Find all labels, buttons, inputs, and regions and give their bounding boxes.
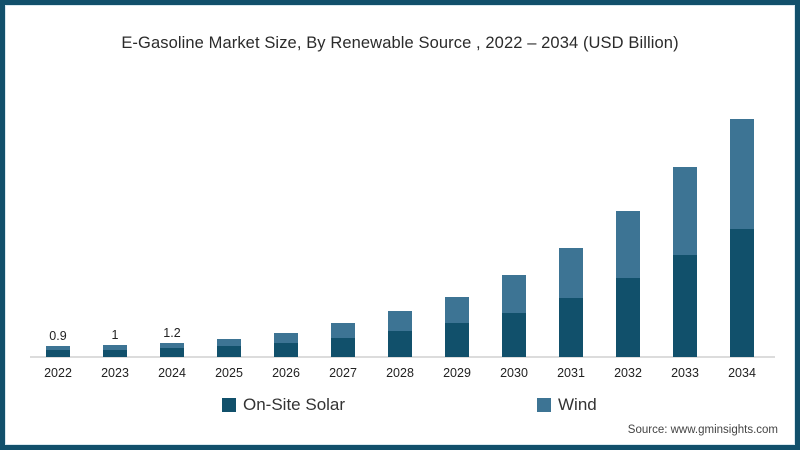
legend-item-wind: Wind [537, 395, 597, 415]
bar-wind-2028 [388, 311, 412, 331]
x-tick-2034: 2034 [728, 366, 756, 380]
legend: On-Site Solar Wind [0, 395, 800, 415]
x-tick-2028: 2028 [386, 366, 414, 380]
bar-on-site-solar-2023 [103, 349, 127, 357]
bar-wind-2025 [217, 339, 241, 347]
bar-on-site-solar-2034 [730, 228, 754, 357]
bar-wind-2027 [331, 323, 355, 338]
bar-wind-2022 [46, 346, 70, 351]
bar-on-site-solar-2025 [217, 346, 241, 357]
bar-wind-2031 [559, 247, 583, 299]
bar-on-site-solar-2022 [46, 350, 70, 357]
legend-item-on-site-solar: On-Site Solar [222, 395, 345, 415]
x-axis-line [30, 356, 775, 358]
on-site-solar-swatch-icon [222, 398, 236, 412]
bar-on-site-solar-2024 [160, 348, 184, 357]
bar-on-site-solar-2028 [388, 330, 412, 357]
x-tick-2025: 2025 [215, 366, 243, 380]
bar-wind-2023 [103, 345, 127, 350]
bar-wind-2033 [673, 167, 697, 255]
bar-wind-2030 [502, 275, 526, 313]
x-tick-2023: 2023 [101, 366, 129, 380]
bar-wind-2026 [274, 333, 298, 343]
bar-on-site-solar-2033 [673, 255, 697, 357]
bar-wind-2032 [616, 210, 640, 278]
x-tick-2029: 2029 [443, 366, 471, 380]
bar-wind-2024 [160, 342, 184, 349]
bar-on-site-solar-2026 [274, 342, 298, 357]
bar-on-site-solar-2029 [445, 322, 469, 357]
x-tick-2033: 2033 [671, 366, 699, 380]
bar-on-site-solar-2032 [616, 277, 640, 357]
x-tick-2027: 2027 [329, 366, 357, 380]
bar-wind-2029 [445, 297, 469, 323]
bar-on-site-solar-2027 [331, 337, 355, 357]
x-tick-2030: 2030 [500, 366, 528, 380]
bar-value-label-2024: 1.2 [163, 325, 181, 340]
x-tick-2031: 2031 [557, 366, 585, 380]
source-note: Source: www.gminsights.com [627, 424, 778, 436]
legend-label-wind: Wind [558, 395, 597, 414]
bar-on-site-solar-2030 [502, 312, 526, 357]
legend-label-on-site-solar: On-Site Solar [243, 395, 346, 414]
bar-value-label-2023: 1 [111, 328, 119, 342]
bar-wind-2034 [730, 119, 754, 229]
x-tick-2024: 2024 [158, 366, 186, 380]
wind-swatch-icon [537, 398, 551, 412]
bar-on-site-solar-2031 [559, 298, 583, 357]
bar-value-label-2022: 0.9 [49, 329, 67, 344]
x-tick-2022: 2022 [44, 366, 72, 380]
x-tick-2026: 2026 [272, 366, 300, 380]
chart-title: E-Gasoline Market Size, By Renewable Sou… [121, 34, 679, 52]
x-tick-2032: 2032 [614, 366, 642, 380]
